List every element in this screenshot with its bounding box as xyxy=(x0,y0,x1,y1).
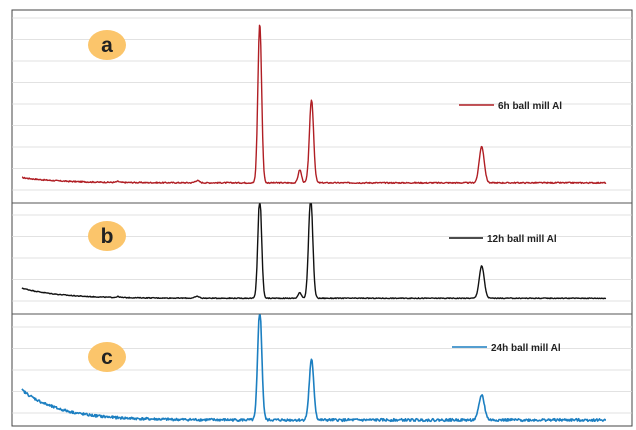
panel-b-legend-label: 12h ball mill Al xyxy=(487,234,557,245)
series-line-b xyxy=(21,203,607,300)
series-line-c xyxy=(21,314,607,423)
panel-a: a 6h ball mill Al xyxy=(88,30,562,112)
panel-a-badge-label: a xyxy=(101,34,113,57)
panel-c: c 24h ball mill Al xyxy=(88,342,561,372)
panel-a-badge xyxy=(88,30,126,60)
panel-b-badge-label: b xyxy=(101,225,114,248)
panel-c-badge xyxy=(88,342,126,372)
panel-b: b 12h ball mill Al xyxy=(88,221,557,251)
panel-a-legend-label: 6h ball mill Al xyxy=(498,101,562,112)
panel-c-badge-label: c xyxy=(101,346,113,369)
panel-c-legend-label: 24h ball mill Al xyxy=(491,343,561,354)
panel-b-badge xyxy=(88,221,126,251)
series-line-a xyxy=(21,24,607,185)
panel-dividers xyxy=(12,202,632,315)
series-layer xyxy=(21,24,607,423)
grid-lines xyxy=(12,17,632,414)
